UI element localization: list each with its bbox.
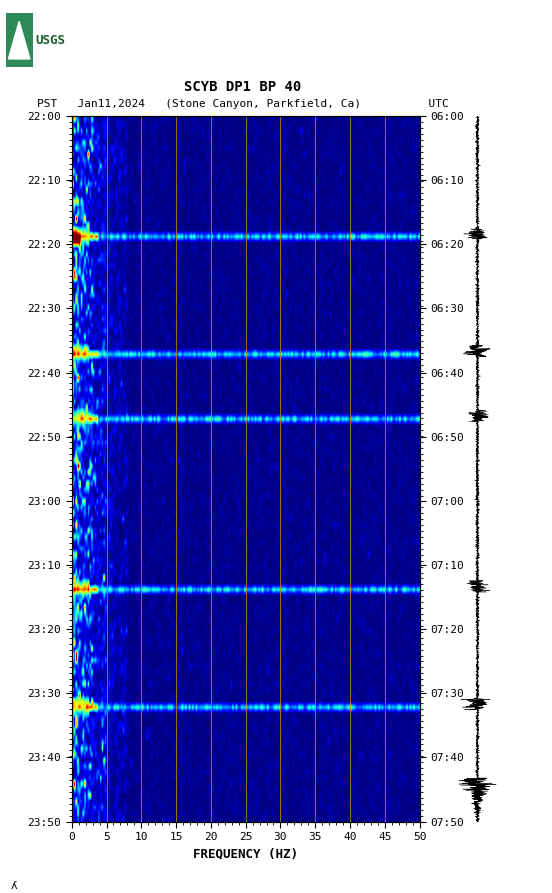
Polygon shape <box>8 21 30 59</box>
FancyBboxPatch shape <box>6 13 33 67</box>
X-axis label: FREQUENCY (HZ): FREQUENCY (HZ) <box>193 847 298 861</box>
Text: PST   Jan11,2024   (Stone Canyon, Parkfield, Ca)          UTC: PST Jan11,2024 (Stone Canyon, Parkfield,… <box>37 99 449 109</box>
Text: USGS: USGS <box>36 34 66 46</box>
Text: SCYB DP1 BP 40: SCYB DP1 BP 40 <box>184 79 301 94</box>
Text: ʎ: ʎ <box>11 880 18 890</box>
